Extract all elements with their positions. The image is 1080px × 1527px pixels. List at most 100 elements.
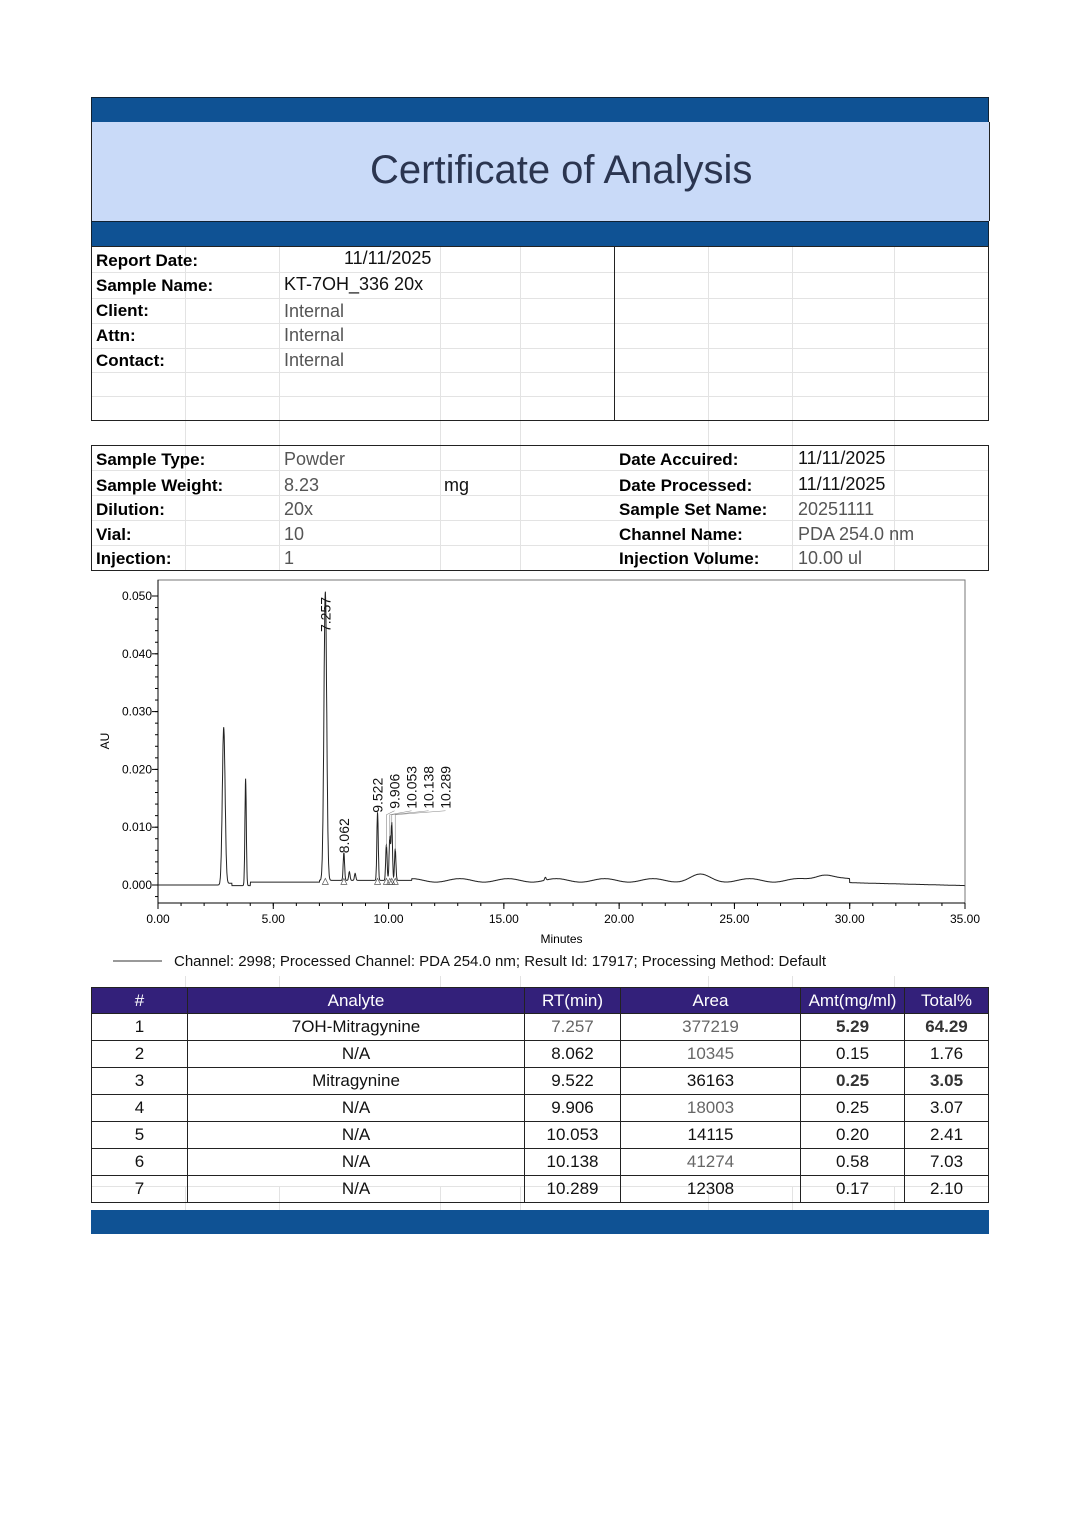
retention-time: 10.138: [524, 1148, 621, 1176]
table-row: 3 Mitragynine 9.522 36163 0.25 3.05: [91, 1067, 989, 1095]
chart-legend: Channel: 2998; Processed Channel: PDA 25…: [174, 953, 827, 970]
analyte: N/A: [187, 1040, 525, 1068]
grid-line: [91, 272, 988, 273]
grid-line: [279, 445, 280, 570]
plot-frame: [157, 579, 966, 904]
amount: 0.25: [800, 1067, 905, 1095]
x-tick-label: 10.00: [374, 912, 404, 926]
sample-weight-unit: mg: [444, 475, 470, 495]
peak-label: 10.289: [438, 766, 454, 809]
row-number: 1: [91, 1013, 188, 1041]
dilution-value: 20x: [284, 499, 314, 519]
table-row: 2 N/A 8.062 10345 0.15 1.76: [91, 1040, 989, 1068]
vial-value: 10: [284, 524, 305, 544]
x-tick-label: 25.00: [719, 912, 749, 926]
sample-name-value: KT-7OH_336 20x: [284, 274, 424, 294]
grid-line: [708, 246, 709, 420]
area: 12308: [620, 1175, 801, 1203]
client-label: Client:: [96, 301, 149, 320]
attn-label: Attn:: [96, 326, 136, 345]
grid-line: [440, 975, 441, 987]
total-percent: 64.29: [904, 1013, 989, 1041]
grid-line: [520, 246, 521, 420]
header-band: [91, 221, 989, 247]
date-acquired-value: 11/11/2025: [798, 448, 886, 468]
sample-name-label: Sample Name:: [96, 276, 214, 295]
grid-line: [91, 545, 988, 546]
grid-line: [91, 323, 988, 324]
total-percent: 3.05: [904, 1067, 989, 1095]
injection-volume-value: 10.00 ul: [798, 548, 863, 568]
injection-volume-label: Injection Volume:: [619, 549, 760, 568]
date-processed-label: Date Processed:: [619, 476, 753, 495]
grid-line: [185, 975, 186, 987]
row-number: 3: [91, 1067, 188, 1095]
report-date-label: Report Date:: [96, 251, 199, 270]
row-number: 6: [91, 1148, 188, 1176]
total-percent: 2.41: [904, 1121, 989, 1149]
row-number: 2: [91, 1040, 188, 1068]
grid-line: [91, 372, 988, 373]
col-analyte: Analyte: [187, 987, 525, 1014]
grid-line: [440, 445, 441, 570]
grid-line: [894, 975, 895, 987]
row-number: 7: [91, 1175, 188, 1203]
attn-value: Internal: [284, 325, 345, 345]
amount: 0.15: [800, 1040, 905, 1068]
y-tick-label: 0.010: [122, 820, 152, 834]
x-tick-label: 15.00: [489, 912, 519, 926]
total-percent: 2.10: [904, 1175, 989, 1203]
amount: 0.20: [800, 1121, 905, 1149]
grid-line: [792, 420, 793, 445]
chromatogram-trace: [158, 591, 965, 887]
y-tick-label: 0.040: [122, 647, 152, 661]
report-info-right-box: [614, 246, 989, 421]
grid-line: [520, 420, 521, 445]
date-acquired-label: Date Accuired:: [619, 450, 739, 469]
analyte: N/A: [187, 1094, 525, 1122]
date-processed-value: 11/11/2025: [798, 474, 886, 494]
grid-line: [708, 445, 709, 570]
results-table: # Analyte RT(min) Area Amt(mg/ml) Total%…: [91, 987, 989, 1203]
grid-line: [894, 246, 895, 420]
area: 377219: [620, 1013, 801, 1041]
analyte: N/A: [187, 1121, 525, 1149]
grid-line: [279, 420, 280, 445]
col-area: Area: [620, 987, 801, 1014]
sample-type-value: Powder: [284, 449, 346, 469]
peak-leader-line: [389, 810, 412, 840]
area: 14115: [620, 1121, 801, 1149]
sample-weight-value: 8.23: [284, 475, 320, 495]
grid-line: [91, 470, 988, 471]
channel-name-value: PDA 254.0 nm: [798, 524, 915, 544]
analyte: 7OH-Mitragynine: [187, 1013, 525, 1041]
y-tick-label: 0.020: [122, 762, 152, 776]
y-tick-label: 0.030: [122, 705, 152, 719]
area: 41274: [620, 1148, 801, 1176]
report-info-box: [91, 246, 615, 421]
amount: 5.29: [800, 1013, 905, 1041]
area: 36163: [620, 1067, 801, 1095]
grid-line: [440, 246, 441, 420]
peak-marker: [391, 877, 399, 885]
grid-line: [792, 975, 793, 987]
peak-label: 9.906: [387, 774, 403, 809]
col-amount: Amt(mg/ml): [800, 987, 905, 1014]
area: 10345: [620, 1040, 801, 1068]
x-tick-label: 30.00: [835, 912, 865, 926]
grid-line: [708, 975, 709, 987]
contact-value: Internal: [284, 350, 345, 370]
retention-time: 10.053: [524, 1121, 621, 1149]
grid-line: [279, 246, 280, 420]
sample-set-name-value: 20251111: [798, 499, 875, 519]
table-row: 7 N/A 10.289 12308 0.17 2.10: [91, 1175, 989, 1203]
grid-line: [894, 420, 895, 445]
x-tick-label: 5.00: [262, 912, 286, 926]
contact-label: Contact:: [96, 351, 165, 370]
peak-marker: [340, 877, 348, 885]
sample-info-box: [91, 445, 989, 571]
peak-label: 10.138: [421, 766, 437, 809]
injection-value: 1: [284, 548, 295, 568]
chromatogram-chart: 0.000 0.010 0.020 0.030 0.040 0.050 0.00 5.00 10…: [98, 579, 980, 970]
